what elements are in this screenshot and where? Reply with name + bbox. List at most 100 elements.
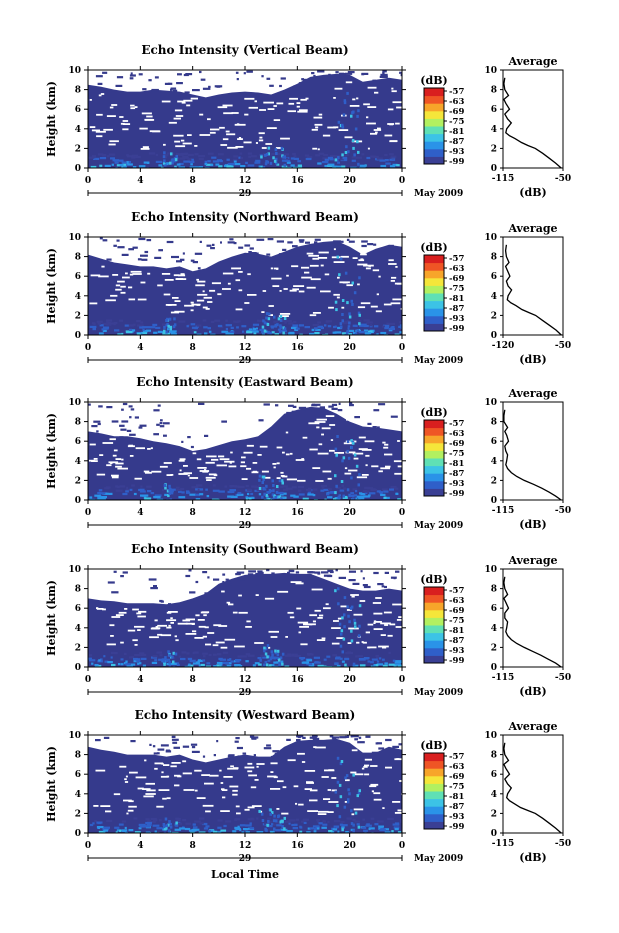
echo-cell <box>195 166 203 168</box>
plume-cell <box>344 271 348 275</box>
plume-cell <box>264 162 268 166</box>
x-tick-label: 4 <box>137 176 143 186</box>
echo-patch <box>308 573 312 577</box>
echo-cell <box>140 321 144 324</box>
echo-gap <box>315 746 326 749</box>
plume-cell <box>276 649 280 653</box>
plume-cell <box>342 113 346 117</box>
echo-patch <box>348 579 356 582</box>
plume-cell <box>353 291 357 295</box>
echo-gap <box>384 624 389 626</box>
echo-gap <box>286 274 289 277</box>
echo-gap <box>209 289 216 292</box>
echo-cell <box>365 657 369 660</box>
average-line <box>503 409 562 501</box>
plume-cell <box>266 323 270 326</box>
echo-cell <box>307 653 311 656</box>
echo-cell <box>216 664 222 667</box>
echo-gap <box>134 106 138 108</box>
echo-patch <box>361 244 367 248</box>
echo-gap <box>212 644 219 647</box>
echo-cell <box>229 489 236 492</box>
echo-gap <box>246 620 251 623</box>
echo-cell <box>199 488 204 491</box>
plume-cell <box>344 151 348 154</box>
echo-cell <box>96 821 103 824</box>
plume-cell <box>166 489 170 493</box>
echo-cell <box>300 658 304 661</box>
echo-gap <box>215 641 225 644</box>
echo-gap <box>190 97 198 100</box>
echo-gap <box>204 469 207 471</box>
echo-cell <box>321 486 325 489</box>
plume-cell <box>275 819 278 823</box>
echo-gap <box>364 758 372 761</box>
echo-cell <box>107 661 113 664</box>
echo-cell <box>381 488 388 491</box>
echo-patch <box>213 590 217 593</box>
echo-patch <box>156 752 160 755</box>
echo-gap <box>152 130 161 133</box>
echo-patch <box>220 241 222 244</box>
echo-cell <box>190 831 195 833</box>
echo-cell <box>89 325 97 328</box>
plume-cell <box>272 489 275 493</box>
echo-patch <box>384 571 389 574</box>
echo-cell <box>351 156 356 159</box>
echo-gap <box>259 136 263 139</box>
echo-patch <box>346 238 350 241</box>
echo-cell <box>358 166 366 168</box>
plume-cell <box>172 665 176 667</box>
echo-cell <box>291 823 297 827</box>
echo-gap <box>310 278 321 281</box>
echo-cell <box>339 489 345 492</box>
echo-gap <box>161 100 171 103</box>
echo-cell <box>326 320 333 323</box>
echo-gap <box>163 764 170 766</box>
plume-cell <box>267 146 271 150</box>
plume-cell <box>273 656 276 660</box>
echo-patch <box>367 243 374 246</box>
echo-gap <box>353 613 363 616</box>
echo-cell <box>322 161 329 164</box>
echo-cell <box>389 488 394 491</box>
plume-cell <box>263 649 266 653</box>
echo-cell <box>126 161 129 164</box>
colorbar-swatch <box>424 760 444 769</box>
echo-cell <box>189 660 195 663</box>
echo-patch <box>126 429 132 432</box>
echo-cell <box>101 496 105 499</box>
plume-cell <box>163 329 166 333</box>
echo-patch <box>212 243 215 246</box>
echo-gap <box>264 476 271 479</box>
echo-gap <box>297 621 309 624</box>
plume-cell <box>275 491 279 494</box>
echo-gap <box>173 117 181 120</box>
echo-patch <box>373 409 380 412</box>
echo-gap <box>361 641 364 643</box>
echo-patch <box>377 742 382 745</box>
colorbar-swatch <box>424 270 444 279</box>
plume-cell <box>263 663 266 667</box>
echo-cell <box>320 489 325 492</box>
plume-cell <box>274 323 277 327</box>
echo-cell <box>365 824 372 827</box>
echo-cell <box>332 331 337 334</box>
echo-gap <box>174 310 185 313</box>
echo-cell <box>376 333 379 335</box>
colorbar-swatch <box>424 323 444 332</box>
x-axis-label: Local Time <box>211 868 279 881</box>
echo-patch <box>132 246 138 249</box>
echo-gap <box>309 614 317 617</box>
echo-cell <box>299 324 304 327</box>
plume-cell <box>335 308 338 312</box>
x-tick-label: 8 <box>190 343 196 353</box>
echo-gap <box>202 804 214 807</box>
echo-gap <box>330 439 334 441</box>
echo-gap <box>183 465 188 467</box>
echo-cell <box>320 484 327 488</box>
echo-gap <box>202 470 209 473</box>
echo-gap <box>305 97 309 100</box>
echo-cell <box>139 490 146 493</box>
echo-patch <box>312 735 318 738</box>
